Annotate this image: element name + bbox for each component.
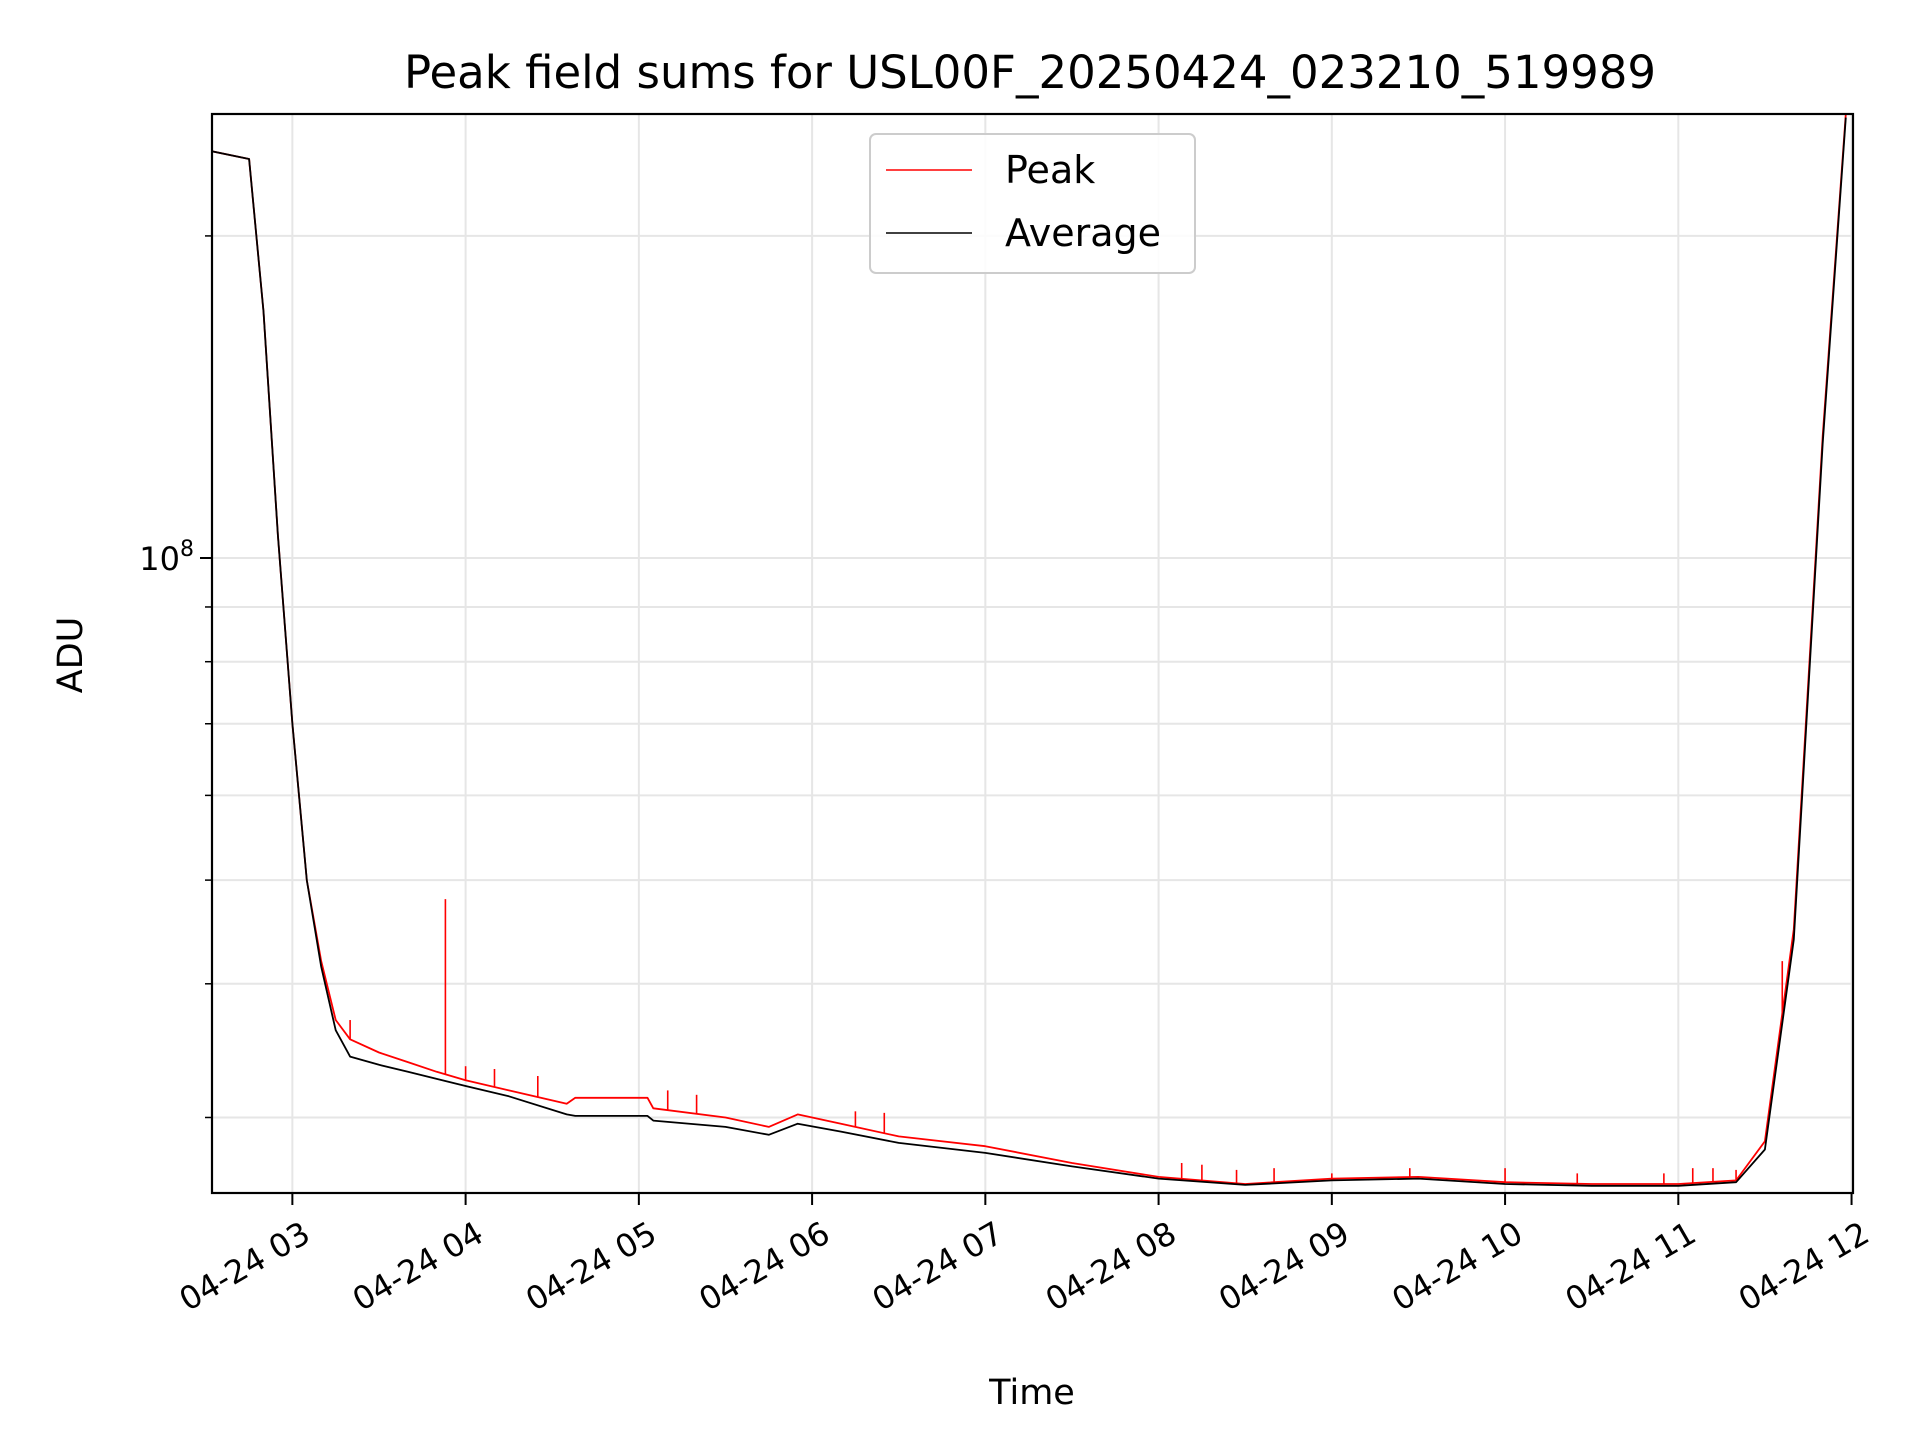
grid bbox=[212, 114, 1853, 1193]
chart-title: Peak field sums for USL00F_20250424_0232… bbox=[404, 46, 1656, 99]
plot-area bbox=[212, 114, 1847, 1187]
legend-peak-label: Peak bbox=[1005, 148, 1095, 192]
series-group bbox=[212, 114, 1847, 1187]
legend-box bbox=[869, 133, 1196, 274]
legend-average-label: Average bbox=[1005, 211, 1161, 255]
x-axis-label: Time bbox=[988, 1373, 1075, 1413]
average-series-line bbox=[212, 117, 1847, 1187]
plot-frame bbox=[210, 112, 1855, 1195]
y-axis-label: ADU bbox=[51, 617, 91, 694]
y-tick-label: 108 bbox=[139, 537, 194, 578]
peak-series-line bbox=[212, 114, 1847, 1185]
legend: Peak Average bbox=[869, 133, 1196, 274]
